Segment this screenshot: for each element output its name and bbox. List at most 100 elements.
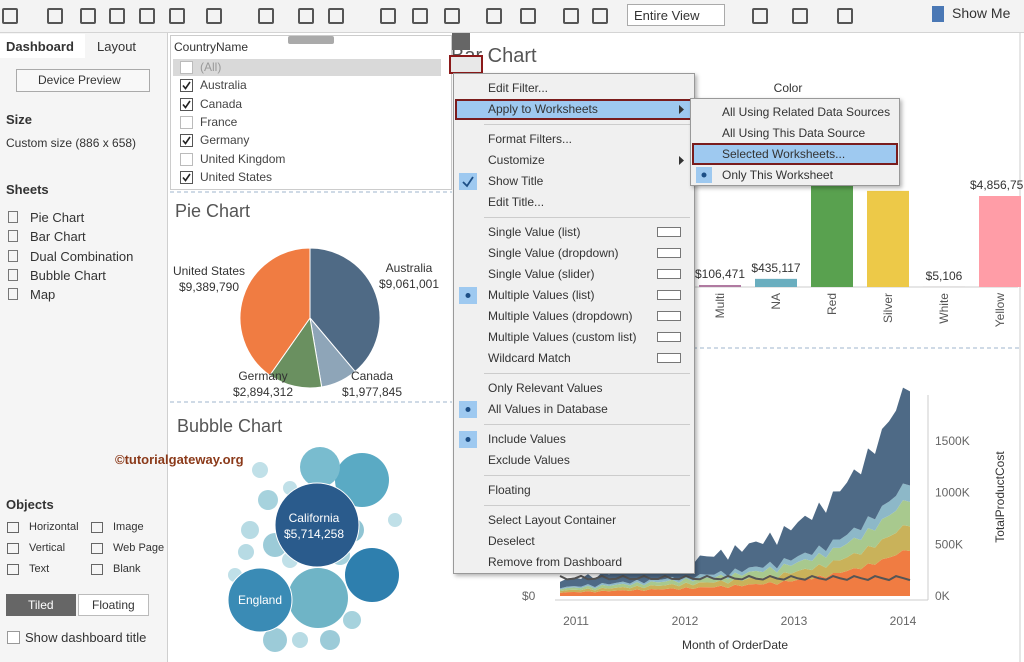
object-icon xyxy=(91,564,103,575)
menu-separator xyxy=(484,475,690,476)
toolbar-icon[interactable] xyxy=(298,8,314,24)
view-dropdown[interactable]: Entire View xyxy=(627,4,725,26)
object-label[interactable]: Web Page xyxy=(113,542,165,554)
menu-item[interactable]: Exclude Values xyxy=(455,450,693,471)
toolbar-icon[interactable] xyxy=(328,8,344,24)
tab-label[interactable]: Dashboard xyxy=(6,39,74,54)
toolbar-icon[interactable] xyxy=(380,8,396,24)
filter-item[interactable]: Germany xyxy=(173,132,441,149)
toolbar-icon[interactable] xyxy=(169,8,185,24)
toolbar-icon[interactable] xyxy=(2,8,18,24)
menu-item[interactable]: Only This Worksheet xyxy=(692,164,898,186)
toolbar-icon[interactable] xyxy=(444,8,460,24)
menu-item[interactable]: Multiple Values (list) xyxy=(455,285,693,306)
bubble xyxy=(345,548,399,602)
sheet-name[interactable]: Bar Chart xyxy=(30,229,86,245)
menu-item[interactable]: Select Layout Container xyxy=(455,510,693,531)
menu-item[interactable]: Format Filters... xyxy=(455,129,693,150)
toolbar-icon[interactable] xyxy=(47,8,63,24)
object-label[interactable]: Image xyxy=(113,521,144,533)
toolbar-icon[interactable] xyxy=(139,8,155,24)
show-me-button[interactable] xyxy=(932,6,944,22)
toolbar-icon[interactable] xyxy=(592,8,608,24)
drag-handle[interactable] xyxy=(288,36,334,44)
menu-item[interactable]: Only Relevant Values xyxy=(455,378,693,399)
menu-item[interactable]: Floating xyxy=(455,480,693,501)
menu-item[interactable]: All Values in Database xyxy=(455,399,693,420)
menu-item[interactable]: Customize xyxy=(455,150,693,171)
sheet-name[interactable]: Bubble Chart xyxy=(30,267,106,283)
slice-label: $9,061,001 xyxy=(379,277,439,291)
show-me-label[interactable]: Show Me xyxy=(952,5,1011,21)
tab-label[interactable]: Layout xyxy=(97,39,137,54)
menu-item[interactable]: Multiple Values (custom list) xyxy=(455,327,693,348)
bubble xyxy=(238,544,254,560)
filter-item[interactable]: (All) xyxy=(173,59,441,76)
toolbar-icon[interactable] xyxy=(563,8,579,24)
bubble xyxy=(320,630,340,650)
sheet-name[interactable]: Dual Combination xyxy=(30,248,134,264)
menu-item[interactable]: Deselect xyxy=(455,531,693,552)
object-label[interactable]: Vertical xyxy=(29,542,66,554)
menu-item[interactable]: Selected Worksheets... xyxy=(692,143,898,165)
filter-item[interactable]: Australia xyxy=(173,77,441,94)
menu-label: Include Values xyxy=(488,432,566,446)
checkbox xyxy=(180,152,193,166)
menu-mark xyxy=(696,167,712,183)
object-label[interactable]: Horizontal xyxy=(29,521,79,533)
filter-item[interactable]: United States xyxy=(173,169,441,186)
filter-item[interactable]: France xyxy=(173,114,441,131)
menu-item[interactable]: Include Values xyxy=(455,429,693,450)
floating-button[interactable] xyxy=(78,594,149,616)
menu-label: Format Filters... xyxy=(488,132,573,146)
menu-item[interactable]: Single Value (list) xyxy=(455,222,693,243)
control-icon xyxy=(657,248,681,258)
view-label: Entire View xyxy=(634,8,700,23)
button[interactable] xyxy=(16,69,150,92)
bubble xyxy=(252,462,268,478)
toolbar-icon[interactable] xyxy=(486,8,502,24)
menu-item[interactable]: Single Value (dropdown) xyxy=(455,243,693,264)
toolbar-icon[interactable] xyxy=(109,8,125,24)
toolbar-icon[interactable] xyxy=(206,8,222,24)
menu-item[interactable]: Edit Title... xyxy=(455,192,693,213)
object-label[interactable]: Blank xyxy=(113,563,141,575)
menu-item[interactable]: Wildcard Match xyxy=(455,348,693,369)
toolbar-icon[interactable] xyxy=(752,8,768,24)
section-title: Size xyxy=(6,112,33,127)
checkbox[interactable] xyxy=(7,631,20,644)
watermark: ©tutorialgateway.org xyxy=(115,452,244,467)
tab-active[interactable] xyxy=(0,34,85,58)
menu-item[interactable]: Apply to Worksheets xyxy=(455,99,693,120)
toolbar-icon[interactable] xyxy=(520,8,536,24)
tiled-button[interactable] xyxy=(6,594,76,616)
dropdown-button[interactable] xyxy=(449,55,483,74)
menu-label: Multiple Values (dropdown) xyxy=(488,309,633,323)
toolbar-icon[interactable] xyxy=(412,8,428,24)
menu-item[interactable]: Remove from Dashboard xyxy=(455,552,693,573)
sheet-name[interactable]: Map xyxy=(30,287,56,303)
control-icon xyxy=(657,332,681,342)
close-button[interactable] xyxy=(452,33,470,50)
section-title: Sheets xyxy=(6,182,49,197)
toolbar-icon[interactable] xyxy=(792,8,808,24)
bubble-label: California xyxy=(289,511,340,525)
menu-item[interactable]: Show Title xyxy=(455,171,693,192)
menu-label: Multiple Values (list) xyxy=(488,288,595,302)
toolbar-icon[interactable] xyxy=(80,8,96,24)
size-value[interactable]: Custom size (886 x 658) xyxy=(6,136,137,150)
toolbar-icon[interactable] xyxy=(258,8,274,24)
filter-item[interactable]: Canada xyxy=(173,96,441,113)
object-label[interactable]: Text xyxy=(29,563,50,575)
menu-item[interactable]: Multiple Values (dropdown) xyxy=(455,306,693,327)
toolbar-icon[interactable] xyxy=(837,8,853,24)
menu-item[interactable]: Single Value (slider) xyxy=(455,264,693,285)
menu-item[interactable]: All Using This Data Source xyxy=(692,122,898,144)
sheet-name[interactable]: Pie Chart xyxy=(30,210,85,225)
radio-dot xyxy=(465,437,471,442)
menu-item[interactable]: Edit Filter... xyxy=(455,78,693,99)
bar-category: Multi xyxy=(713,293,727,318)
filter-item[interactable]: United Kingdom xyxy=(173,151,441,168)
menu-separator xyxy=(484,424,690,425)
menu-item[interactable]: All Using Related Data Sources xyxy=(692,101,898,123)
